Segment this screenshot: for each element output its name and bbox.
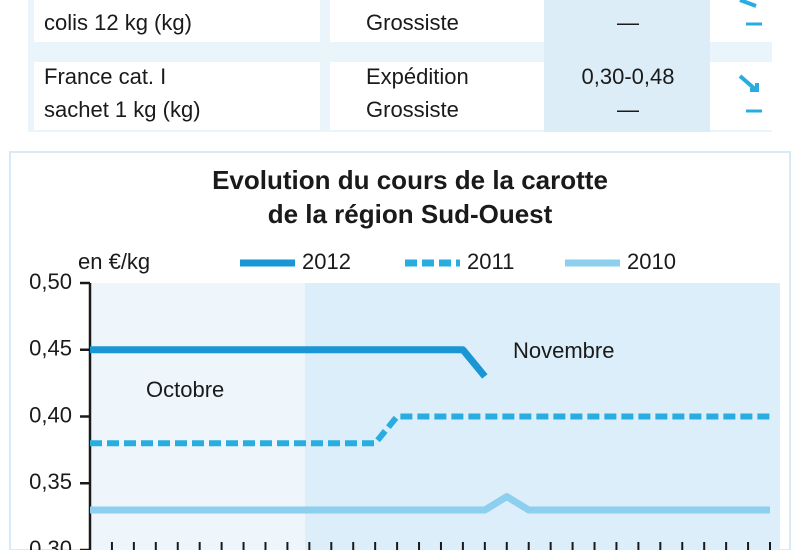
row-bg: [34, 62, 544, 130]
stage: Grossiste: [366, 10, 459, 35]
price: 0,30-0,48: [582, 64, 675, 89]
chart-title: de la région Sud-Ouest: [268, 199, 553, 229]
row-bg: [710, 0, 772, 42]
legend-label: 2010: [627, 249, 676, 274]
stage: Grossiste: [366, 97, 459, 122]
y-axis-label: en €/kg: [78, 249, 150, 274]
annotation: Octobre: [146, 377, 224, 402]
series-line: [90, 493, 770, 514]
price: —: [617, 97, 639, 122]
row-bg: [34, 0, 544, 42]
stage: Expédition: [366, 64, 469, 89]
series-line: [90, 413, 770, 447]
trend-icon: [738, 74, 759, 92]
chart-title: Evolution du cours de la carotte: [212, 165, 608, 195]
y-tick-label: 0,45: [29, 336, 72, 361]
region-bg: [90, 283, 305, 550]
row-bg: [710, 62, 772, 130]
legend-label: 2012: [302, 249, 351, 274]
product: sachet 1 kg (kg): [44, 97, 201, 122]
product: colis 12 kg (kg): [44, 10, 192, 35]
trend-icon: [739, 0, 757, 8]
y-tick-label: 0,30: [29, 536, 72, 550]
y-tick-label: 0,50: [29, 269, 72, 294]
y-tick-label: 0,40: [29, 402, 72, 427]
legend-label: 2011: [467, 249, 514, 274]
price-col: [544, 0, 710, 132]
y-tick-label: 0,35: [29, 469, 72, 494]
col-gap: [320, 0, 330, 132]
price: —: [617, 10, 639, 35]
annotation: Novembre: [513, 338, 614, 363]
product: France cat. I: [44, 64, 166, 89]
series-line: [90, 346, 488, 379]
